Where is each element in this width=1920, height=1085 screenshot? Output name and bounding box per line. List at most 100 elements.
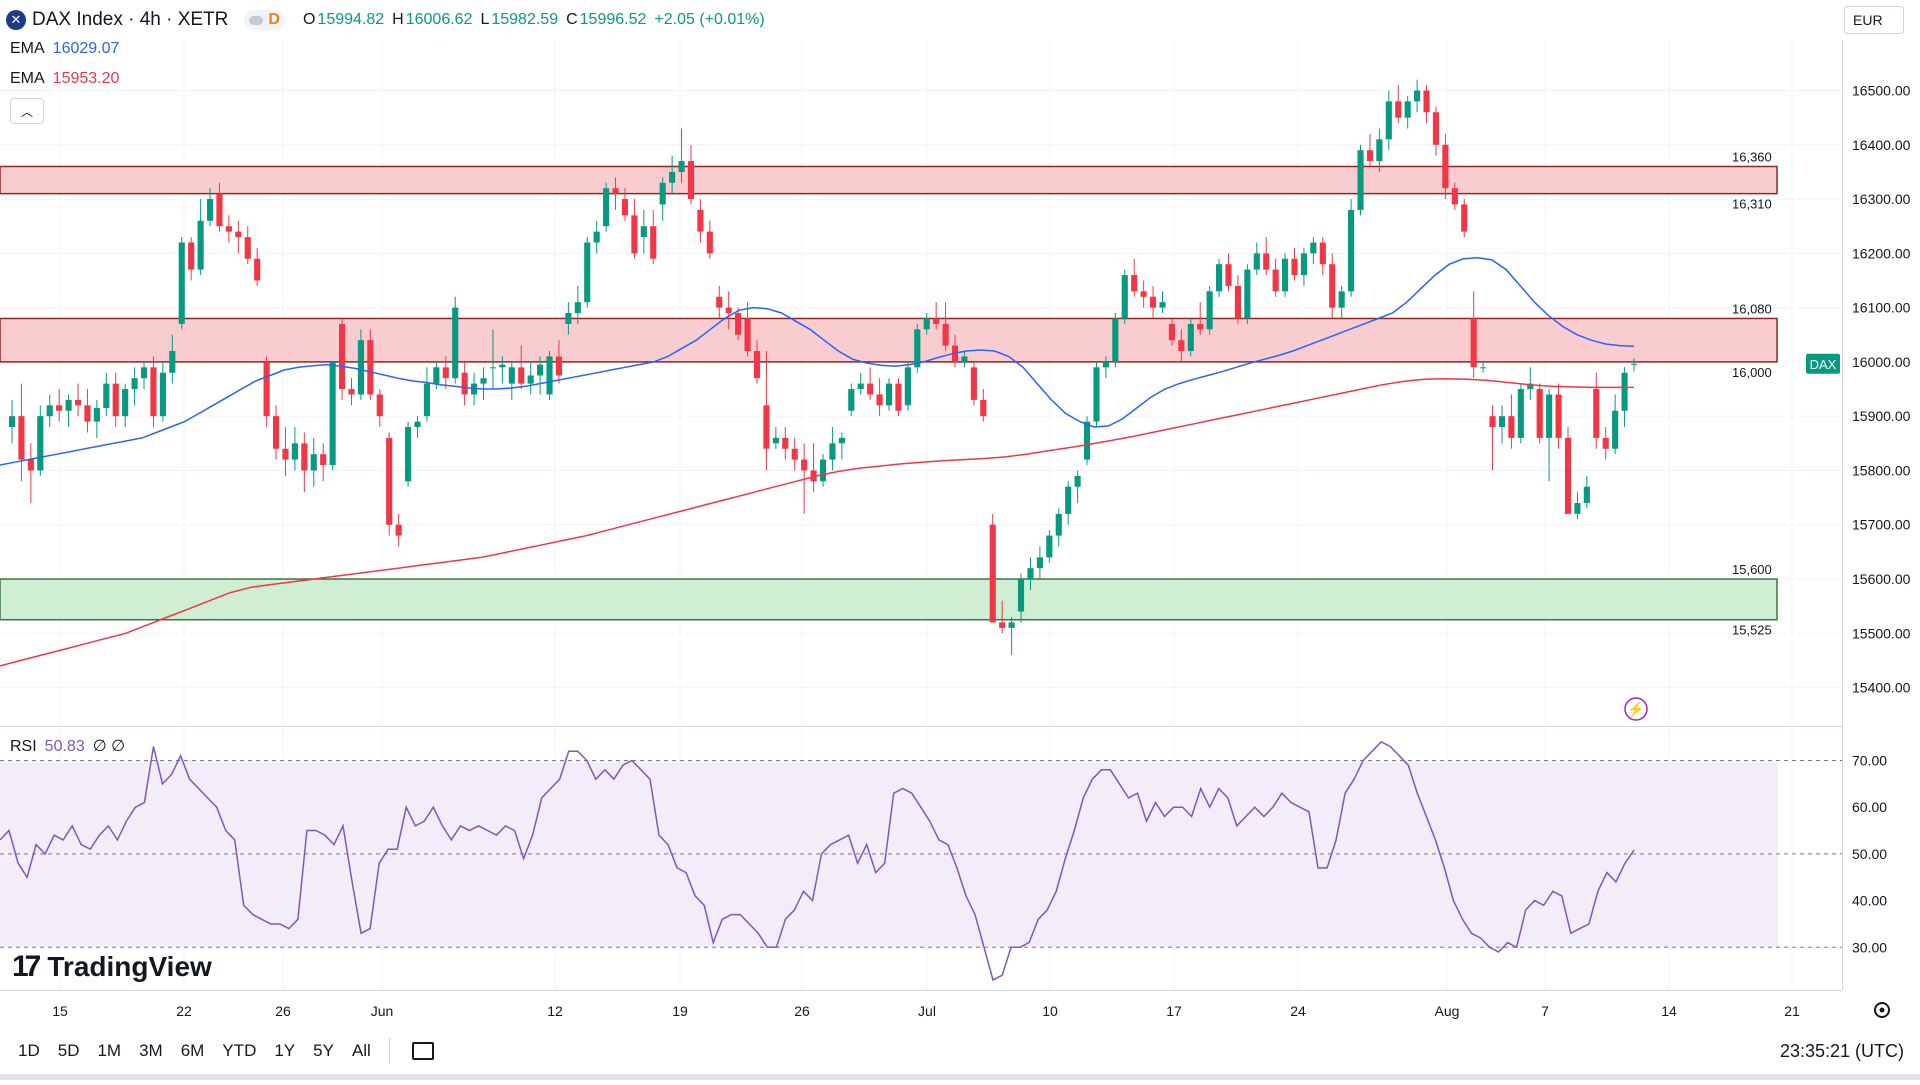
utc-clock[interactable]: 23:35:21 (UTC)	[1779, 1040, 1904, 1061]
currency-selector[interactable]: EUR	[1844, 6, 1904, 34]
ema-slow-value: 15953.20	[52, 70, 120, 87]
candle-body	[1583, 486, 1590, 504]
candle-body	[574, 302, 581, 314]
ohlc-close: 15996.52	[579, 11, 647, 28]
candle-body	[1621, 372, 1628, 411]
range-all-button[interactable]: All	[351, 1041, 371, 1060]
range-6m-button[interactable]: 6M	[180, 1041, 205, 1060]
rsi-tick-label: 60.00	[1852, 799, 1887, 815]
time-tick-label: Aug	[1435, 1003, 1460, 1019]
candle-body	[348, 389, 355, 395]
tradingview-logo[interactable]: 17 TradingView	[12, 950, 212, 984]
rsi-legend[interactable]: RSI 50.83 ∅ ∅	[10, 736, 125, 756]
candle-body	[1432, 112, 1440, 145]
candle-body	[46, 405, 53, 417]
candle-body	[989, 524, 996, 623]
delayed-badge: D	[268, 11, 280, 28]
rsi-line	[0, 740, 1635, 982]
price-tick-label: 15500.00	[1852, 625, 1911, 641]
candle-body	[678, 161, 685, 172]
calendar-goto-icon[interactable]	[411, 1042, 434, 1060]
candle-body	[518, 367, 525, 384]
candle-body	[1423, 90, 1430, 113]
candle-body	[1253, 253, 1260, 270]
candle-body	[791, 448, 798, 460]
candle-body	[291, 443, 298, 460]
candle-body	[254, 258, 261, 281]
candle-body	[1348, 209, 1355, 292]
price-tick-label: 15800.00	[1852, 462, 1911, 478]
range-1d-button[interactable]: 1D	[18, 1041, 40, 1060]
settings-gear-icon	[1874, 1002, 1890, 1018]
candle-body	[1102, 361, 1109, 368]
candle-body	[876, 394, 883, 406]
level-label: 15,600	[1732, 562, 1772, 577]
candle-body	[942, 323, 949, 346]
support-zone	[0, 578, 1778, 621]
range-ytd-button[interactable]: YTD	[222, 1041, 257, 1060]
ohlc-high: 16006.62	[405, 11, 473, 28]
range-5d-button[interactable]: 5D	[57, 1041, 80, 1060]
collapse-legend-button[interactable]: ︿	[10, 98, 44, 124]
candle-body	[1366, 150, 1374, 162]
candle-body	[1564, 437, 1572, 514]
ohlc-high-label: H	[392, 11, 404, 28]
resistance-zone	[0, 317, 1778, 363]
candle-body	[433, 367, 440, 384]
candle-body	[320, 454, 327, 466]
candle-body	[405, 427, 412, 482]
price-tick-label: 15700.00	[1852, 517, 1911, 533]
candle-body	[1310, 242, 1317, 254]
market-status-pill[interactable]: D	[244, 10, 285, 30]
candle-body	[1291, 258, 1298, 276]
symbol-header: ✕ DAX Index · 4h · XETR D O 15994.82 H 160…	[6, 6, 765, 34]
candle-body	[895, 383, 902, 411]
event-flash-icon	[1624, 697, 1648, 721]
candle-body	[338, 323, 346, 390]
candle-body	[1461, 204, 1468, 232]
candle-body	[1140, 291, 1147, 297]
candle-body	[225, 226, 232, 232]
range-5y-button[interactable]: 5Y	[313, 1041, 334, 1060]
candle-body	[56, 405, 63, 411]
range-1y-button[interactable]: 1Y	[274, 1041, 296, 1060]
chevron-up-icon: ︿	[20, 104, 33, 119]
candle-body	[669, 171, 676, 183]
candle-body	[508, 367, 515, 384]
level-label: 16,000	[1732, 365, 1772, 380]
candle-body	[244, 237, 251, 259]
symbol-title[interactable]: DAX Index · 4h · XETR	[32, 9, 229, 30]
ema-fast-legend[interactable]: EMA 16029.07	[10, 40, 119, 58]
candle-body	[838, 437, 845, 444]
price-tick-label: 16200.00	[1852, 245, 1911, 261]
candle-body	[1036, 557, 1043, 569]
candle-body	[131, 378, 138, 390]
candle-body	[169, 351, 176, 373]
ohlc-low: 15982.59	[491, 11, 559, 28]
ema-fast-value: 16029.07	[52, 40, 120, 57]
lightning-icon: ⚡	[1627, 701, 1644, 718]
candle-body	[1385, 101, 1392, 140]
candle-body	[1234, 285, 1241, 319]
range-3m-button[interactable]: 3M	[139, 1041, 163, 1060]
candle-body	[442, 367, 449, 379]
time-tick-label: 15	[52, 1003, 68, 1019]
rsi-tick-label: 30.00	[1852, 939, 1887, 955]
time-tick-label: Jun	[371, 1003, 394, 1019]
candle-body	[1555, 394, 1562, 438]
ema-slow-legend[interactable]: EMA 15953.20	[10, 70, 119, 88]
ema-slow-label: EMA	[10, 70, 45, 87]
ohlc-change: +2.05 (+0.01%)	[654, 11, 765, 28]
bottom-toolbar: 1D 5D 1M 3M 6M YTD 1Y 5Y All 23:35:21 (U…	[0, 1030, 1920, 1072]
candle-body	[140, 367, 148, 379]
time-tick-label: 26	[794, 1003, 810, 1019]
candle-body	[1093, 367, 1100, 422]
candle-body	[216, 193, 223, 227]
candle-body	[650, 226, 657, 259]
range-1m-button[interactable]: 1M	[97, 1041, 122, 1060]
candle-body	[603, 188, 610, 227]
candle-body	[1527, 383, 1534, 390]
candle-body	[1376, 139, 1383, 162]
price-tick-label: 16100.00	[1852, 300, 1911, 316]
